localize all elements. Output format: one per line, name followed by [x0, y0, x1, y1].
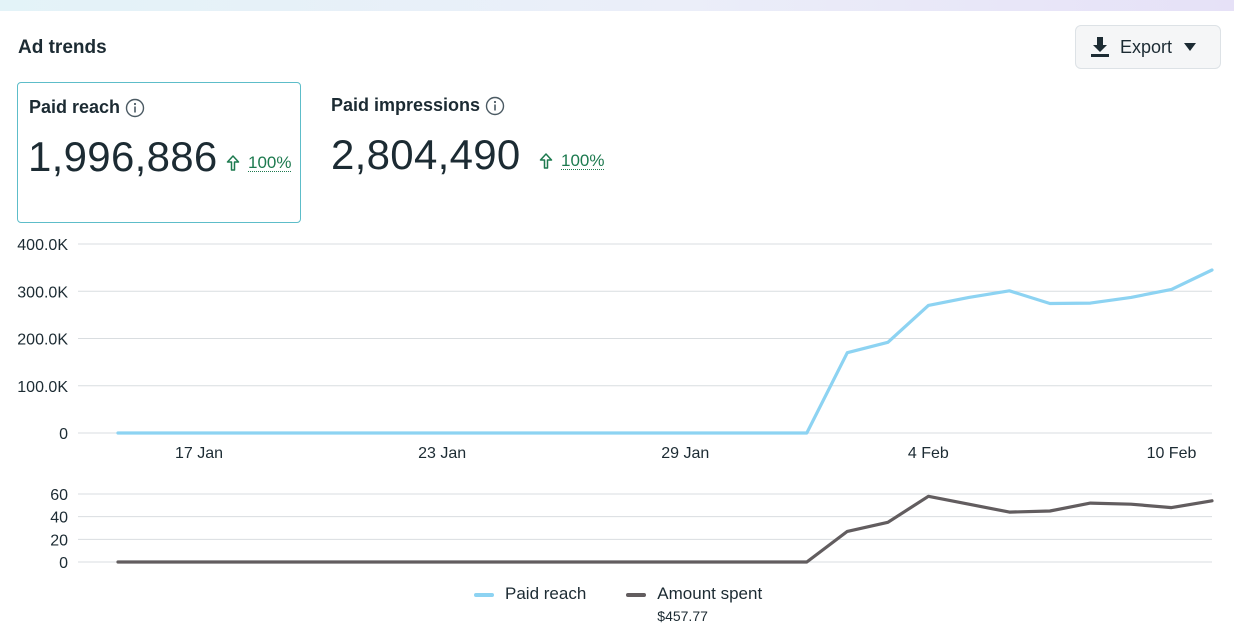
info-icon[interactable] — [125, 98, 145, 118]
legend-label: Paid reach — [505, 584, 587, 603]
metric-change: 100% — [226, 153, 292, 172]
section-title: Ad trends — [18, 37, 107, 58]
metric-value: 2,804,490 — [331, 131, 521, 178]
legend-item-paid-reach[interactable]: Paid reach — [474, 584, 586, 604]
legend-swatch — [474, 593, 494, 597]
y-tick-label: 400.0K — [17, 237, 68, 254]
export-label: Export — [1120, 36, 1173, 57]
arrow-up-icon — [539, 153, 553, 169]
caret-down-icon — [1184, 43, 1197, 51]
legend-total-spent: $457.77 — [657, 608, 708, 624]
chart-legend: Paid reach Amount spent $457.77 — [474, 584, 802, 624]
x-tick-label: 23 Jan — [418, 445, 466, 462]
y-tick-label: 60 — [50, 487, 68, 504]
metric-change-value: 100% — [248, 153, 292, 172]
metric-card-paid-reach[interactable]: Paid reach 1,996,886 100% — [17, 82, 301, 223]
series-line-amount-spent[interactable] — [116, 494, 1214, 564]
x-tick-label: 29 Jan — [661, 445, 709, 462]
y-tick-label: 0 — [59, 555, 68, 572]
top-gradient-strip — [0, 0, 1234, 11]
metric-card-paid-impressions[interactable]: Paid impressions 2,804,490 100% — [331, 82, 631, 223]
legend-swatch — [626, 593, 647, 597]
legend-label: Amount spent — [657, 584, 763, 603]
metric-label: Paid reach — [29, 97, 121, 117]
y-tick-label: 0 — [59, 426, 68, 443]
y-tick-label: 300.0K — [17, 284, 68, 301]
x-tick-label: 17 Jan — [175, 445, 223, 462]
y-tick-label: 40 — [50, 510, 68, 527]
legend-item-amount-spent[interactable]: Amount spent $457.77 — [626, 584, 763, 624]
metric-change: 100% — [539, 151, 605, 170]
arrow-up-icon — [226, 155, 240, 171]
metric-label: Paid impressions — [331, 95, 481, 115]
series-line-paid-reach[interactable] — [116, 268, 1214, 435]
x-tick-label: 4 Feb — [908, 445, 949, 462]
x-tick-label: 10 Feb — [1147, 445, 1197, 462]
metric-value: 1,996,886 — [28, 133, 218, 180]
download-icon — [1091, 37, 1109, 57]
y-tick-label: 200.0K — [17, 332, 68, 349]
y-tick-label: 20 — [50, 532, 68, 549]
metric-change-value: 100% — [561, 151, 605, 170]
export-button[interactable]: Export — [1075, 25, 1221, 69]
info-icon[interactable] — [485, 96, 505, 116]
y-tick-label: 100.0K — [17, 379, 68, 396]
